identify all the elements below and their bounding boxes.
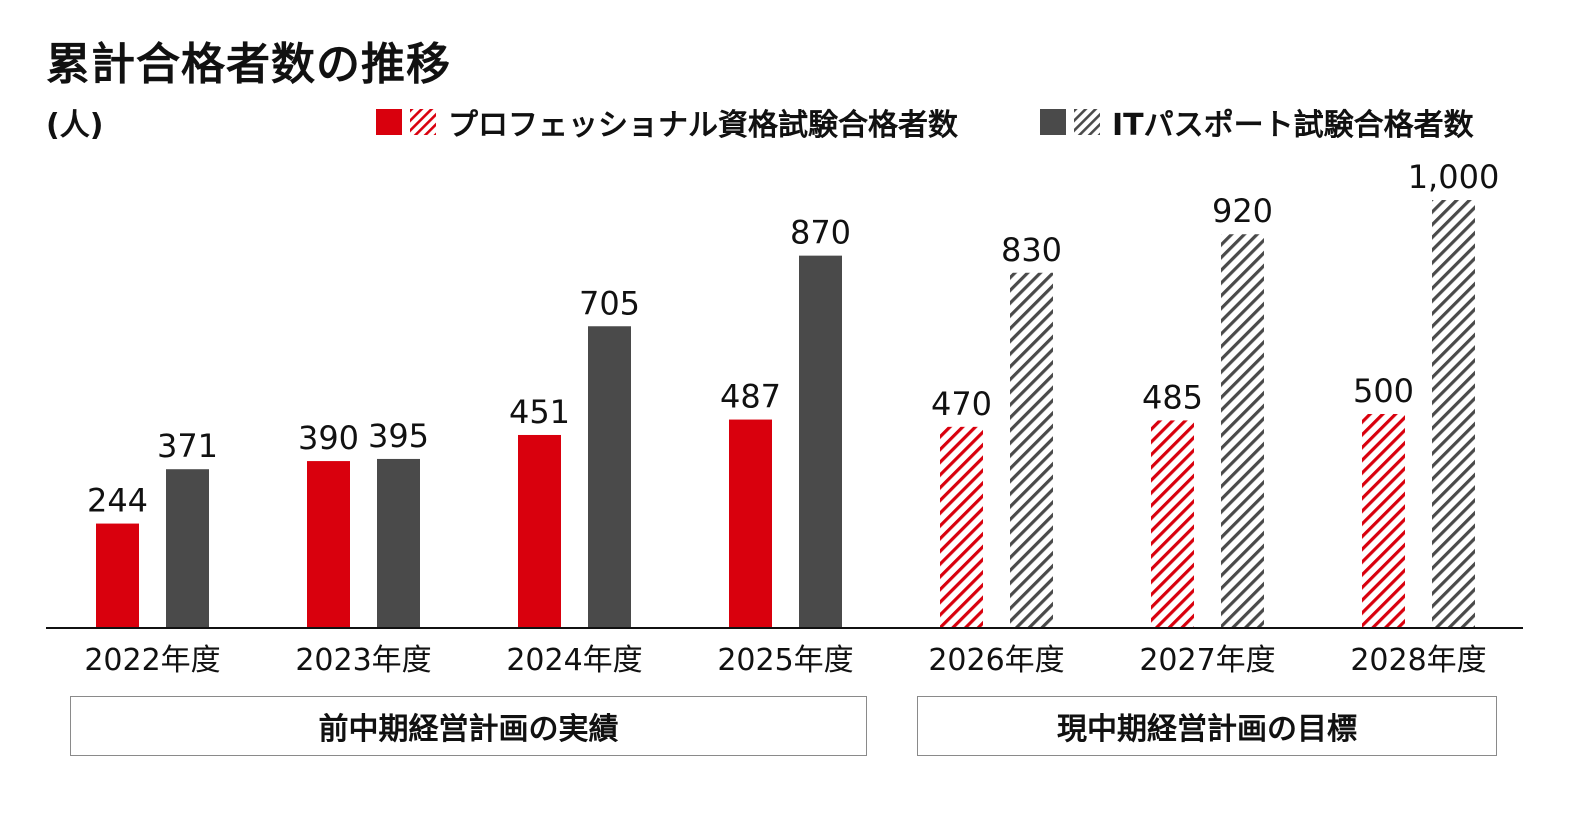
bar-pro-0 xyxy=(96,523,139,628)
data-label-it-6: 1,000 xyxy=(1408,158,1500,196)
data-label-pro-5: 485 xyxy=(1142,378,1203,416)
data-label-pro-1: 390 xyxy=(298,419,359,457)
unit-label: (人) xyxy=(46,108,104,143)
bar-it-3 xyxy=(799,255,842,628)
category-label-5: 2027年度 xyxy=(1139,643,1275,678)
data-label-it-0: 371 xyxy=(157,427,218,465)
data-label-pro-2: 451 xyxy=(509,393,570,431)
data-label-pro-0: 244 xyxy=(87,482,148,520)
legend-it: ITパスポート試験合格者数 xyxy=(1040,102,1474,143)
period-box-current: 現中期経営計画の目標 xyxy=(917,696,1497,756)
legend-pro-hatched-swatch xyxy=(410,109,436,135)
legend-pro-solid-swatch xyxy=(376,109,402,135)
legend-pro: プロフェッショナル資格試験合格者数 xyxy=(376,102,958,143)
bar-it-0 xyxy=(166,469,209,628)
data-label-it-1: 395 xyxy=(368,417,429,455)
bar-pro-6 xyxy=(1362,414,1405,628)
period-box-previous: 前中期経営計画の実績 xyxy=(70,696,867,756)
data-label-pro-3: 487 xyxy=(720,378,781,416)
category-label-1: 2023年度 xyxy=(295,643,431,678)
bar-it-1 xyxy=(377,458,420,628)
data-label-pro-6: 500 xyxy=(1353,372,1414,410)
bar-it-4 xyxy=(1010,272,1053,628)
data-label-it-3: 870 xyxy=(790,214,851,252)
chart-title: 累計合格者数の推移 xyxy=(46,39,451,90)
legend-it-solid-swatch xyxy=(1040,109,1066,135)
data-label-it-5: 920 xyxy=(1212,192,1273,230)
category-label-0: 2022年度 xyxy=(84,643,220,678)
data-label-it-2: 705 xyxy=(579,284,640,322)
category-label-6: 2028年度 xyxy=(1350,643,1486,678)
legend-pro-label: プロフェッショナル資格試験合格者数 xyxy=(448,108,958,143)
category-label-3: 2025年度 xyxy=(717,643,853,678)
bar-it-5 xyxy=(1221,234,1264,629)
category-label-2: 2024年度 xyxy=(506,643,642,678)
data-label-it-4: 830 xyxy=(1001,231,1062,269)
bar-it-6 xyxy=(1432,200,1475,628)
bar-it-2 xyxy=(588,326,631,628)
bar-pro-4 xyxy=(940,426,983,628)
bar-pro-3 xyxy=(729,419,772,628)
data-label-pro-4: 470 xyxy=(931,385,992,423)
legend-it-hatched-swatch xyxy=(1074,109,1100,135)
legend-it-label: ITパスポート試験合格者数 xyxy=(1112,108,1474,143)
bar-pro-5 xyxy=(1151,420,1194,628)
bar-pro-1 xyxy=(307,461,350,628)
category-label-4: 2026年度 xyxy=(928,643,1064,678)
bar-pro-2 xyxy=(518,434,561,628)
